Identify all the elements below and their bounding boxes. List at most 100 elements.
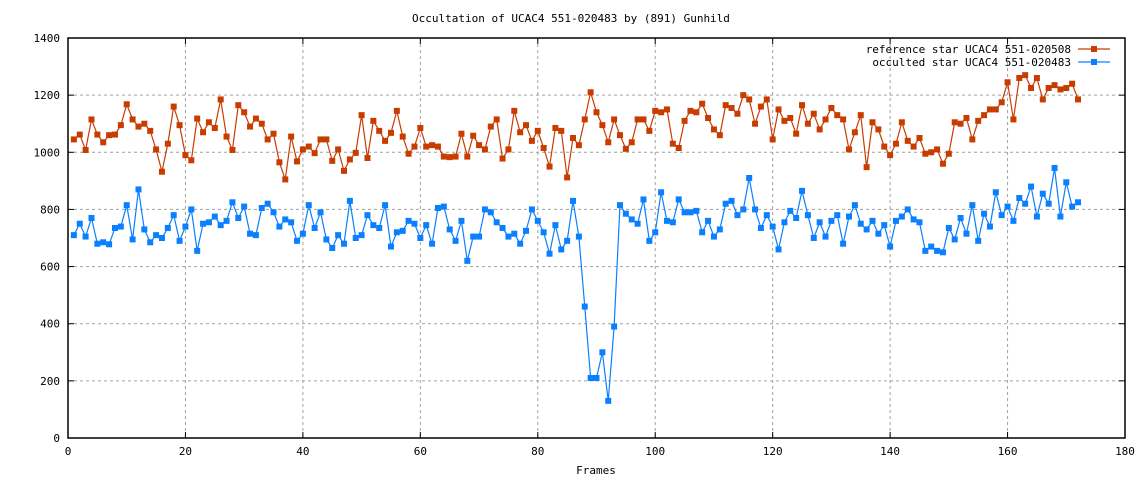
data-point <box>851 129 858 136</box>
data-point <box>229 147 236 153</box>
data-point <box>892 140 899 147</box>
data-point <box>992 106 999 113</box>
data-point <box>646 237 653 244</box>
data-point <box>992 189 999 196</box>
data-point <box>622 145 629 152</box>
data-point <box>323 236 330 243</box>
data-point <box>305 202 312 209</box>
data-point <box>816 126 823 133</box>
data-point <box>252 115 259 122</box>
data-point <box>252 232 259 239</box>
data-point <box>804 212 811 219</box>
data-point <box>769 223 776 230</box>
data-point <box>611 116 618 123</box>
data-point <box>757 225 764 231</box>
data-point <box>382 137 389 144</box>
data-point <box>147 127 154 134</box>
data-point <box>734 212 741 219</box>
data-point <box>335 232 342 239</box>
data-point <box>969 136 976 143</box>
data-point <box>1039 96 1046 103</box>
x-tick-label: 140 <box>880 445 900 458</box>
data-point <box>558 127 565 134</box>
data-point <box>1033 75 1040 81</box>
data-point <box>241 203 248 210</box>
data-point <box>223 133 230 140</box>
data-point <box>311 225 318 231</box>
data-point <box>1016 75 1023 81</box>
data-point <box>587 89 594 96</box>
data-point <box>781 117 788 124</box>
data-point <box>517 129 524 136</box>
data-point <box>816 219 823 226</box>
y-tick-label: 0 <box>53 432 60 445</box>
data-point <box>235 215 242 221</box>
data-point <box>840 116 847 123</box>
data-point <box>205 119 212 126</box>
data-point <box>822 233 829 240</box>
data-point <box>346 197 353 204</box>
data-point <box>223 217 230 224</box>
data-point <box>986 106 993 113</box>
data-point <box>170 103 177 110</box>
x-tick-label: 0 <box>65 445 72 458</box>
data-point <box>581 303 588 310</box>
data-point <box>276 223 283 230</box>
data-point <box>417 235 424 241</box>
data-point <box>910 216 917 223</box>
data-point <box>229 199 236 206</box>
data-point <box>247 230 254 237</box>
data-point <box>540 145 547 151</box>
x-tick-label: 160 <box>998 445 1018 458</box>
data-point <box>470 132 477 139</box>
data-point <box>775 106 782 113</box>
data-point <box>487 209 494 216</box>
data-point <box>335 146 342 153</box>
data-point <box>82 233 89 240</box>
x-tick-label: 180 <box>1115 445 1135 458</box>
data-point <box>945 225 952 231</box>
data-point <box>470 233 477 240</box>
data-point <box>681 117 688 124</box>
data-point <box>200 220 207 227</box>
data-point <box>570 197 577 204</box>
x-tick-label: 20 <box>179 445 192 458</box>
data-point <box>387 243 394 250</box>
data-point <box>1033 213 1040 220</box>
data-point <box>481 206 488 213</box>
data-point <box>188 157 195 164</box>
data-point <box>511 107 518 114</box>
data-point <box>88 215 95 221</box>
data-point <box>904 137 911 144</box>
data-point <box>658 109 665 116</box>
data-point <box>458 217 465 224</box>
data-point <box>241 109 248 116</box>
data-point <box>476 142 483 149</box>
data-point <box>299 230 306 237</box>
data-point <box>975 237 982 244</box>
data-point <box>399 133 406 140</box>
data-point <box>963 115 970 121</box>
chart-title: Occultation of UCAC4 551-020483 by (891)… <box>412 12 730 25</box>
data-point <box>928 149 935 156</box>
axis-ticks: 0 20 40 60 80 100 120 140 160 180 0 200 400 600 800 100… <box>34 32 1135 458</box>
legend-marker <box>1091 59 1097 65</box>
data-point <box>158 235 165 241</box>
data-point <box>217 96 224 103</box>
data-point <box>875 126 882 133</box>
data-point <box>652 229 659 236</box>
data-point <box>1075 199 1082 206</box>
data-point <box>575 142 582 149</box>
data-point <box>746 96 753 103</box>
data-point <box>957 215 964 221</box>
data-point <box>76 220 83 227</box>
data-point <box>1069 203 1076 210</box>
data-point <box>464 257 471 264</box>
data-point <box>429 142 436 149</box>
data-point <box>986 223 993 230</box>
legend-label-reference: reference star UCAC4 551-020508 <box>866 43 1071 56</box>
data-point <box>705 217 712 224</box>
data-point <box>94 131 101 138</box>
data-point <box>763 96 770 103</box>
data-point <box>540 229 547 236</box>
